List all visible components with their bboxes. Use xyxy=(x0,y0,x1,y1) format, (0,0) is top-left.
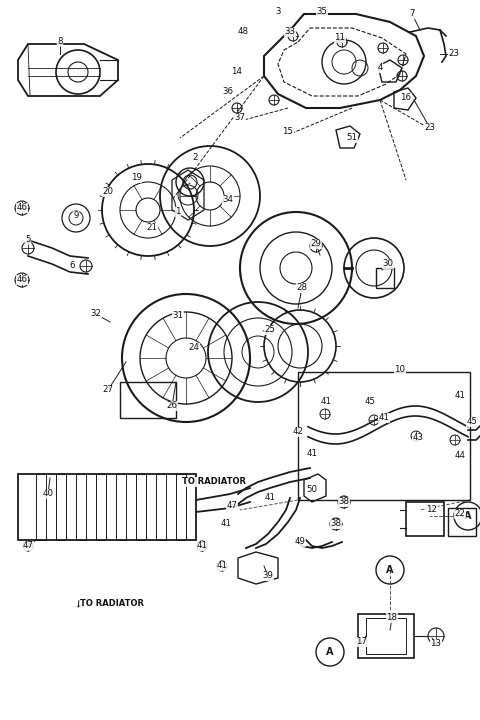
Text: 15: 15 xyxy=(283,127,293,137)
Text: A: A xyxy=(326,647,334,657)
Text: 33: 33 xyxy=(285,27,296,37)
Text: 30: 30 xyxy=(383,259,394,269)
Text: TO RADIATOR: TO RADIATOR xyxy=(182,477,246,487)
Text: 20: 20 xyxy=(103,187,113,197)
Text: 3: 3 xyxy=(275,7,281,17)
Text: 9: 9 xyxy=(73,212,79,220)
Text: 10: 10 xyxy=(395,366,406,374)
Text: 26: 26 xyxy=(167,402,178,410)
Text: 6: 6 xyxy=(69,261,75,271)
Text: 41: 41 xyxy=(455,392,466,400)
Text: 47: 47 xyxy=(23,541,34,551)
Text: 41: 41 xyxy=(379,413,389,423)
Text: TO RADIATOR: TO RADIATOR xyxy=(80,600,144,608)
Text: 43: 43 xyxy=(412,433,423,443)
Text: 1: 1 xyxy=(175,207,181,217)
Text: 40: 40 xyxy=(43,490,53,498)
Text: 36: 36 xyxy=(223,88,233,96)
Text: 29: 29 xyxy=(311,240,322,248)
Text: 31: 31 xyxy=(172,312,183,320)
Text: 8: 8 xyxy=(57,37,63,47)
Text: 11: 11 xyxy=(335,34,346,42)
Text: 24: 24 xyxy=(189,343,200,353)
Text: 12: 12 xyxy=(427,505,437,515)
Text: 35: 35 xyxy=(316,7,327,17)
Text: 28: 28 xyxy=(297,284,308,292)
Text: 17: 17 xyxy=(357,637,368,647)
Text: 45: 45 xyxy=(364,397,375,407)
Text: 39: 39 xyxy=(263,572,274,580)
Text: 23: 23 xyxy=(448,50,459,58)
Text: A: A xyxy=(464,511,472,521)
Text: 32: 32 xyxy=(91,310,101,318)
Text: 41: 41 xyxy=(220,520,231,528)
Text: 41: 41 xyxy=(196,541,207,551)
Text: 14: 14 xyxy=(231,68,242,76)
Text: 19: 19 xyxy=(131,174,142,182)
Text: 21: 21 xyxy=(146,223,157,233)
Text: 7: 7 xyxy=(409,9,415,19)
Text: 13: 13 xyxy=(431,639,442,649)
Text: 41: 41 xyxy=(264,493,276,503)
Text: 41: 41 xyxy=(321,397,332,407)
Text: 41: 41 xyxy=(307,449,317,459)
Text: 42: 42 xyxy=(292,428,303,436)
Text: 27: 27 xyxy=(103,385,113,395)
Text: 44: 44 xyxy=(455,451,466,461)
Text: 22: 22 xyxy=(455,510,466,518)
Text: 2: 2 xyxy=(192,153,198,163)
Text: 46: 46 xyxy=(16,204,27,212)
Text: 4: 4 xyxy=(377,63,383,73)
Text: 16: 16 xyxy=(400,94,411,102)
Text: 38: 38 xyxy=(338,498,349,506)
Text: 47: 47 xyxy=(227,502,238,510)
Text: 23: 23 xyxy=(424,124,435,132)
Text: 50: 50 xyxy=(307,485,317,495)
Text: 49: 49 xyxy=(295,538,305,546)
Text: 46: 46 xyxy=(16,276,27,284)
Text: 51: 51 xyxy=(347,133,358,143)
Text: 5: 5 xyxy=(25,235,31,245)
Text: 41: 41 xyxy=(216,562,228,570)
Text: 18: 18 xyxy=(386,613,397,623)
Text: 25: 25 xyxy=(264,325,276,335)
Text: 48: 48 xyxy=(238,27,249,37)
Text: A: A xyxy=(386,565,394,575)
Text: 37: 37 xyxy=(235,114,245,122)
Text: 38: 38 xyxy=(331,520,341,528)
Text: 45: 45 xyxy=(467,418,478,426)
Text: 34: 34 xyxy=(223,196,233,204)
